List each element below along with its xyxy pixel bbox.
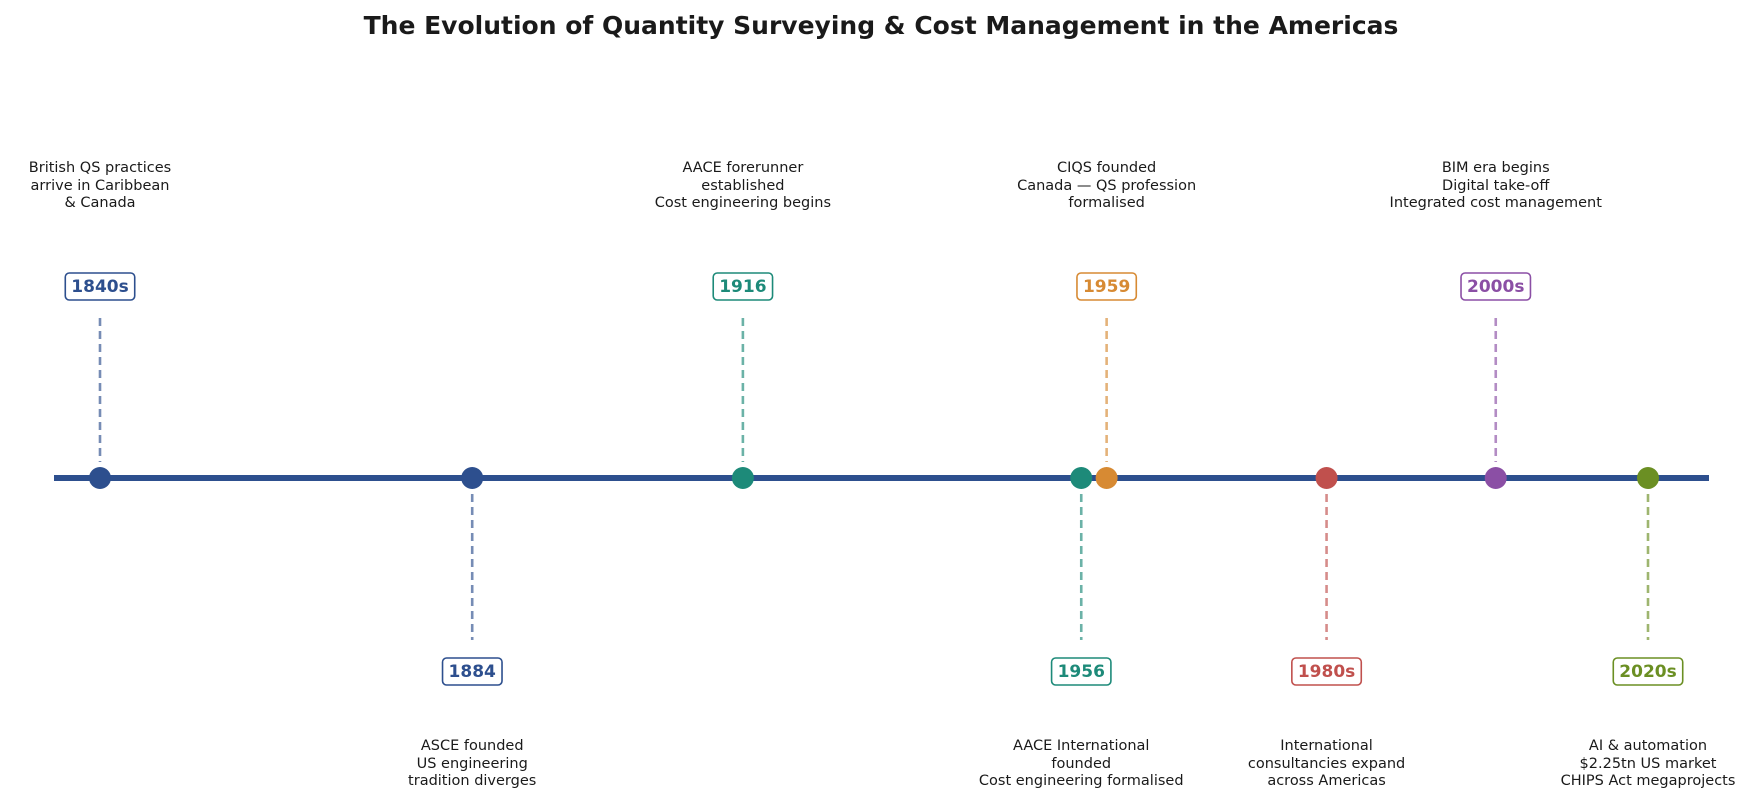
event-marker	[461, 467, 484, 489]
event-label-box	[1612, 657, 1684, 686]
event-label-box	[1076, 272, 1138, 301]
event-description-line: BIM era begins	[1442, 160, 1550, 176]
event-description-line: & Canada	[64, 195, 135, 211]
event-marker	[1095, 467, 1118, 489]
event-label: 1956	[1058, 662, 1105, 682]
timeline-event: 1884 ASCE founded US engineeringtradition …	[408, 467, 536, 789]
timeline-events: 1840s British QS practices arrive in Carib…	[29, 160, 1736, 789]
event-description-line: Integrated cost management	[1390, 195, 1603, 211]
event-description-line: founded	[1051, 756, 1111, 772]
event-label-box	[441, 657, 503, 686]
chart-title: The Evolution of Quantity Surveying & Co…	[364, 11, 1399, 40]
event-description-line: arrive in Caribbean	[31, 178, 170, 194]
event-marker	[1315, 467, 1338, 489]
event-description-line: AACE International	[1013, 738, 1149, 754]
event-description-line: ASCE founded	[421, 738, 524, 754]
event-description-line: Cost engineering formalised	[979, 773, 1184, 789]
event-label-box	[712, 272, 774, 301]
event-description-line: CIQS founded	[1057, 160, 1156, 176]
event-label-box	[1050, 657, 1112, 686]
event-description-line: International	[1280, 738, 1373, 754]
event-marker	[1484, 467, 1507, 489]
event-description-line: across Americas	[1267, 773, 1385, 789]
event-description-line: consultancies expand	[1248, 756, 1405, 772]
timeline-event: 2020s AI & automation $2.25tn US marketCHI…	[1561, 467, 1736, 789]
event-label: 2000s	[1467, 277, 1524, 297]
event-description-line: CHIPS Act megaprojects	[1561, 773, 1736, 789]
event-label: 2020s	[1619, 662, 1676, 682]
event-marker	[1637, 467, 1659, 489]
event-marker	[89, 467, 111, 489]
event-label: 1840s	[71, 277, 128, 297]
event-description-line: British QS practices	[29, 160, 171, 176]
timeline-event: 1840s British QS practices arrive in Carib…	[29, 160, 171, 489]
event-description-line: AI & automation	[1589, 738, 1707, 754]
timeline-event: 2000s BIM era begins Digital take-offInteg…	[1390, 160, 1603, 489]
event-description-line: established	[701, 178, 784, 194]
event-label: 1884	[449, 662, 496, 682]
timeline-event: 1959 CIQS founded Canada — QS professionfo…	[1017, 160, 1196, 489]
event-marker	[1070, 467, 1093, 489]
event-description-line: AACE forerunner	[682, 160, 803, 176]
event-description-line: tradition diverges	[408, 773, 536, 789]
event-description-line: Cost engineering begins	[655, 195, 831, 211]
event-description-line: $2.25tn US market	[1580, 756, 1717, 772]
event-description-line: US engineering	[417, 756, 528, 772]
event-label-box	[1291, 657, 1363, 686]
event-label: 1980s	[1298, 662, 1355, 682]
timeline-event: 1980s International consultancies expandac…	[1248, 467, 1405, 789]
event-marker	[731, 467, 754, 489]
event-label: 1916	[719, 277, 766, 297]
event-description-line: Canada — QS profession	[1017, 178, 1196, 194]
event-description-line: Digital take-off	[1442, 178, 1550, 194]
event-label-box	[1460, 272, 1532, 301]
event-description-line: formalised	[1068, 195, 1144, 211]
event-label: 1959	[1083, 277, 1130, 297]
event-label-box	[64, 272, 136, 301]
